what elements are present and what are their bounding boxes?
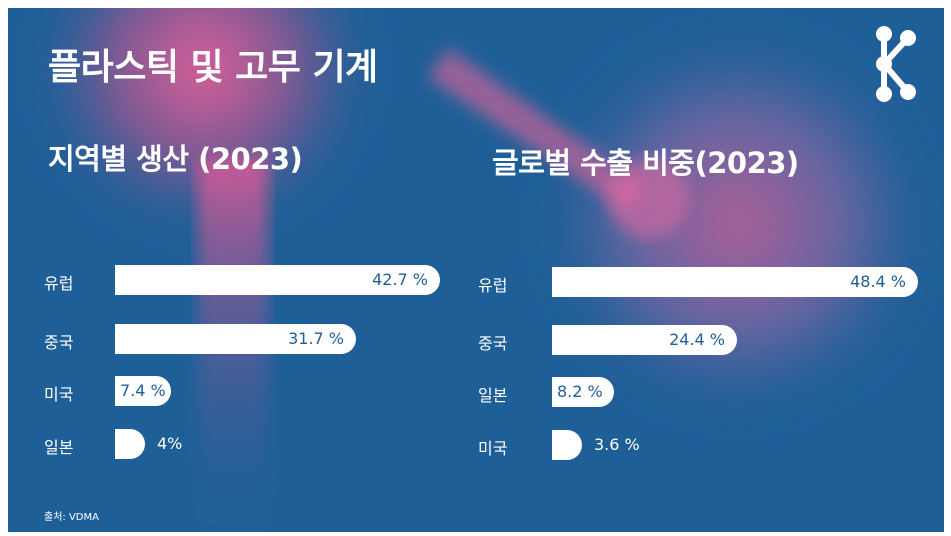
- category-label: 일본: [478, 386, 508, 405]
- infographic-card: 플라스틱 및 고무 기계 지역별 생산 (2023) 글로벌 수출 비중(202…: [8, 8, 944, 532]
- bar: [552, 267, 918, 297]
- background-glow: [33, 8, 933, 532]
- value-label: 4%: [157, 434, 183, 453]
- bar: [115, 324, 356, 354]
- chart-title-export: 글로벌 수출 비중(2023): [492, 146, 799, 180]
- category-label: 미국: [478, 439, 508, 458]
- value-label: 31.7 %: [288, 329, 344, 348]
- value-label: 3.6 %: [594, 435, 640, 454]
- page-title: 플라스틱 및 고무 기계: [48, 47, 378, 88]
- source-note: 출처: VDMA: [44, 512, 99, 523]
- category-label: 중국: [44, 333, 74, 352]
- value-label: 24.4 %: [669, 330, 725, 349]
- bar: [115, 376, 171, 406]
- value-label: 42.7 %: [372, 270, 428, 289]
- category-label: 유럽: [44, 274, 74, 293]
- bar: [115, 265, 440, 295]
- category-label: 미국: [44, 385, 74, 404]
- category-label: 중국: [478, 334, 508, 353]
- bar: [552, 325, 737, 355]
- category-label: 일본: [44, 438, 74, 457]
- bar: [552, 430, 582, 460]
- chart-title-production: 지역별 생산 (2023): [48, 142, 303, 176]
- bar: [552, 377, 614, 407]
- value-label: 7.4 %: [120, 381, 166, 400]
- network-nodes-icon: [876, 26, 916, 102]
- bar: [115, 429, 145, 459]
- category-label: 유럽: [478, 276, 508, 295]
- value-label: 48.4 %: [850, 272, 906, 291]
- value-label: 8.2 %: [557, 382, 603, 401]
